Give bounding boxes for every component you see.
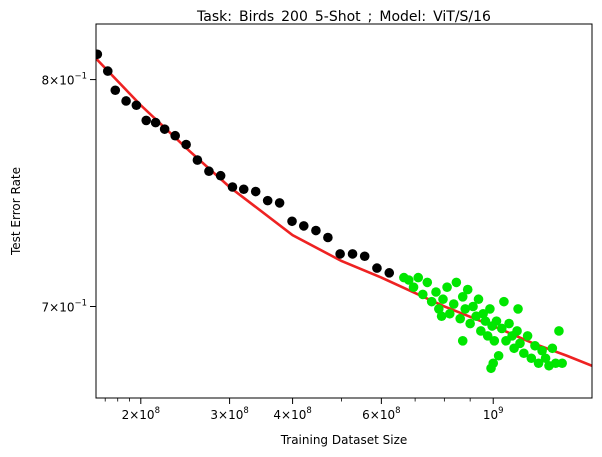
held-out-point [504,318,514,329]
observed-point [131,100,142,111]
held-out-point [522,331,533,341]
held-out-point [473,294,484,305]
observed-point [204,166,214,177]
y-tick-label: 7×10−1 [42,298,88,314]
held-out-point [499,296,509,307]
held-out-point [426,296,437,307]
held-out-point [451,277,462,288]
x-axis-label: Training Dataset Size [280,433,408,447]
held-out-point [530,340,540,351]
scatter-points-layer [96,49,567,374]
y-axis-label: Test Error Rate [9,167,23,256]
observed-point [110,85,121,96]
held-out-point [480,316,491,326]
held-out-point [515,338,525,349]
observed-point [141,115,151,126]
observed-point [159,124,170,134]
held-out-point [422,277,433,288]
x-tick-label: 4×108 [273,406,311,422]
observed-point [250,186,261,197]
held-out-point [403,275,414,285]
observed-point [298,221,309,231]
held-out-point [476,326,486,336]
held-out-point [442,282,452,292]
plot-frame [95,23,593,399]
held-out-point [444,308,455,319]
observed-point [102,66,113,76]
held-out-point [462,284,473,295]
observed-point [311,225,321,236]
held-out-point [485,304,495,314]
held-out-point [493,350,504,361]
x-tick-label: 109 [483,406,504,422]
held-out-point [438,294,448,305]
observed-point [170,130,180,141]
held-out-point [457,336,468,346]
observed-point [359,251,370,262]
observed-point [335,249,345,259]
held-out-point [519,348,529,359]
held-out-point [547,343,558,354]
y-tick-label: 8×10−1 [42,72,88,88]
held-out-point [413,272,424,283]
held-out-point [482,331,493,341]
plot-area [95,23,593,399]
held-out-point [455,313,466,324]
x-tick-label: 3×108 [210,406,248,422]
observed-point [262,195,273,206]
held-out-point [537,345,547,356]
held-out-point [497,323,507,334]
x-tick-label: 2×108 [122,406,160,422]
observed-point [372,263,382,273]
y-axis-ticks: 8×10−1 7×10−1 [42,72,96,314]
observed-point [150,117,161,128]
held-out-point [491,316,502,326]
held-out-point [513,304,523,314]
observed-point [96,49,103,60]
observed-point [227,182,238,192]
held-out-point [533,358,544,369]
observed-point [287,216,297,227]
held-out-point [478,308,488,319]
held-out-point [434,304,444,314]
held-out-point [448,299,459,309]
held-out-point [431,287,441,297]
held-out-point [468,301,478,312]
x-axis-ticks: 2×108 3×108 4×108 6×108 109 [104,398,504,422]
observed-point [181,139,191,150]
held-out-point [557,358,567,369]
observed-point [192,155,203,165]
observed-point [323,232,333,243]
observed-point [238,184,249,195]
held-out-point [489,336,500,346]
held-out-point [554,326,564,336]
held-out-point [460,304,471,314]
held-out-point [436,311,447,322]
held-out-point [488,358,499,369]
observed-point [274,198,285,208]
held-out-point [526,353,537,364]
held-out-point [540,353,551,364]
held-out-point [418,289,428,300]
held-out-point [457,292,468,302]
observed-point [384,268,395,278]
x-tick-label: 6×108 [362,406,400,422]
chart-title: Task:_Birds_200_5-Shot_;_Model:_ViT/S/16 [196,9,491,25]
held-out-point [512,326,522,336]
observed-point [215,170,226,181]
observed-point [121,96,131,106]
observed-point [347,249,358,259]
held-out-point [408,282,419,292]
held-out-point [465,318,475,329]
